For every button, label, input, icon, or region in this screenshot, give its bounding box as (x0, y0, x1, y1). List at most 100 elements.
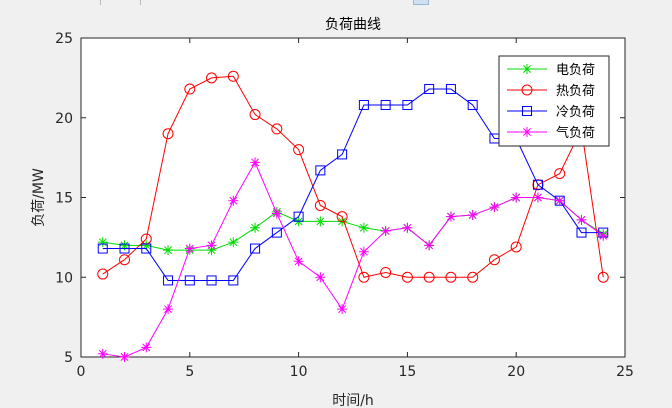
data-point (119, 243, 130, 254)
data-point (119, 254, 131, 266)
data-point (488, 254, 500, 266)
data-point (250, 157, 261, 168)
data-point (97, 243, 108, 254)
data-point (424, 84, 435, 95)
data-point (380, 266, 392, 278)
y-tick-label: 20 (55, 111, 73, 127)
data-point (598, 230, 609, 241)
window-top-strip (0, 0, 672, 5)
series-layer (97, 70, 609, 362)
data-point (184, 275, 195, 286)
data-point (271, 123, 283, 135)
data-point (445, 211, 456, 222)
data-point (206, 240, 217, 251)
y-tick-label: 25 (55, 31, 73, 47)
legend-marker (522, 106, 532, 116)
data-point (554, 168, 566, 180)
data-point (227, 70, 239, 82)
legend-label: 冷负荷 (556, 105, 595, 120)
data-point (249, 109, 261, 121)
x-tick-label: 0 (77, 364, 86, 380)
data-point (358, 222, 369, 233)
series-line (102, 75, 604, 278)
y-tick-label: 5 (64, 350, 73, 366)
legend-item[interactable]: 气负荷 (507, 125, 595, 141)
data-point (358, 271, 370, 283)
data-point (576, 214, 587, 225)
data-point (163, 245, 174, 256)
data-point (576, 227, 587, 238)
data-point (271, 208, 282, 219)
data-point (206, 72, 218, 84)
legend-label: 气负荷 (556, 125, 595, 141)
data-point (597, 271, 609, 283)
data-point (119, 240, 130, 251)
data-point (141, 240, 152, 251)
data-point (402, 222, 413, 233)
chart-title: 负荷曲线 (325, 17, 381, 33)
y-tick-label: 15 (55, 191, 73, 207)
legend-item[interactable]: 电负荷 (507, 63, 595, 78)
series-3 (97, 157, 609, 362)
data-point (228, 275, 239, 286)
data-point (119, 352, 130, 362)
data-point (293, 256, 304, 267)
data-point (467, 99, 478, 110)
toolbar-divider (100, 0, 101, 5)
legend-box (498, 55, 610, 147)
legend-item[interactable]: 冷负荷 (507, 105, 595, 120)
data-point (402, 99, 413, 110)
data-point (250, 222, 261, 233)
data-point (228, 195, 239, 206)
data-point (141, 243, 152, 254)
data-point (337, 149, 348, 160)
x-tick-label: 10 (290, 364, 308, 380)
data-point (489, 202, 500, 213)
data-point (401, 271, 413, 283)
data-point (336, 211, 348, 223)
x-tick-label: 25 (616, 364, 634, 380)
x-axis-label: 时间/h (332, 393, 374, 408)
legend-marker (521, 84, 533, 96)
data-point (206, 275, 217, 286)
data-point (445, 84, 456, 95)
data-point (445, 271, 457, 283)
data-point (293, 144, 305, 156)
legend-item[interactable]: 热负荷 (507, 84, 595, 99)
data-point (358, 246, 369, 257)
data-point (184, 83, 196, 95)
data-point (250, 243, 261, 254)
data-point (163, 304, 174, 315)
data-point (358, 99, 369, 110)
y-tick-label: 10 (55, 270, 73, 286)
y-axis-label: 负荷/MW (31, 168, 47, 227)
x-tick-label: 20 (507, 364, 525, 380)
data-point (315, 165, 326, 176)
legend-marker (522, 64, 532, 74)
data-point (162, 128, 174, 140)
data-point (337, 304, 348, 315)
data-point (163, 275, 174, 286)
data-point (228, 237, 239, 248)
data-point (467, 271, 479, 283)
data-point (315, 272, 326, 283)
data-point (141, 342, 152, 353)
data-point (423, 271, 435, 283)
data-point (510, 241, 522, 253)
legend-label: 电负荷 (556, 63, 595, 78)
toolbar-divider (140, 0, 141, 5)
legend-marker (522, 127, 532, 137)
data-point (424, 240, 435, 251)
legend-label: 热负荷 (556, 84, 595, 99)
data-point (314, 199, 326, 211)
toolbar-button[interactable] (413, 0, 429, 5)
data-point (380, 99, 391, 110)
x-tick-label: 5 (185, 364, 194, 380)
data-point (271, 227, 282, 238)
data-point (97, 348, 108, 359)
data-point (97, 268, 109, 280)
data-point (532, 179, 543, 190)
